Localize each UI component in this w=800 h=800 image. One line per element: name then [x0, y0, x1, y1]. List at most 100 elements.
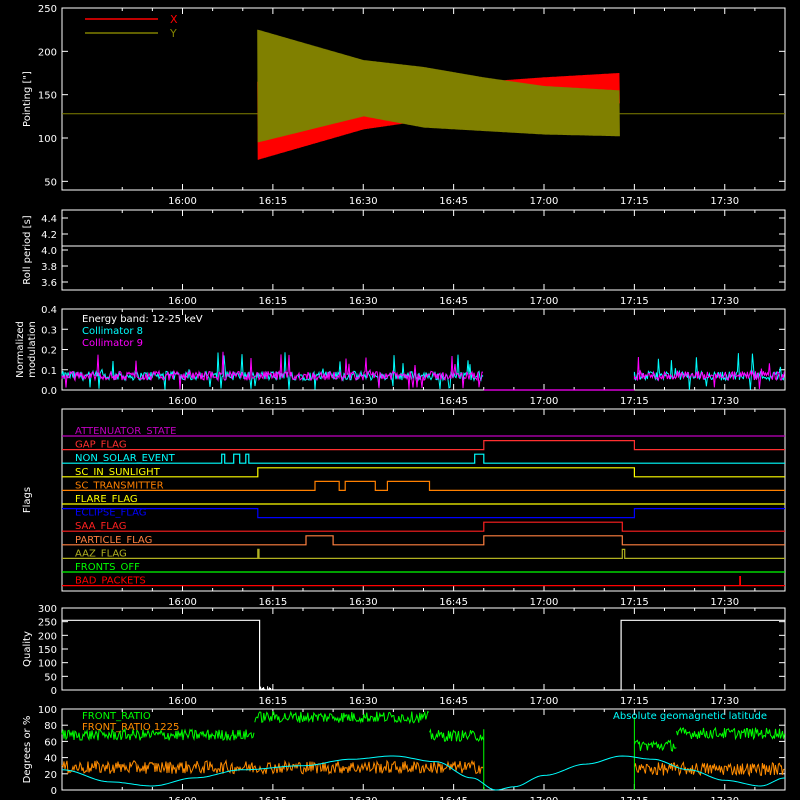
time-tick-label: 16:45 [439, 396, 468, 407]
y-tick-label: 4.4 [41, 214, 57, 225]
quality-spikes [259, 686, 274, 690]
time-tick-label: 17:00 [530, 196, 559, 207]
time-tick-label: 16:45 [439, 796, 468, 800]
time-tick-label: 16:15 [258, 696, 287, 707]
y-axis-label-line2: modulation [27, 321, 38, 378]
legend-title: Energy band: 12-25 keV [82, 314, 203, 325]
flag-label: BAD_PACKETS [75, 576, 146, 587]
series-collimator-9 [61, 351, 785, 390]
time-tick-label: 17:00 [530, 796, 559, 800]
y-tick-label: 100 [38, 705, 57, 716]
time-tick-label: 16:30 [349, 296, 378, 307]
time-tick-label: 16:00 [168, 597, 197, 608]
time-tick-label: 17:15 [620, 696, 649, 707]
y-tick-label: 50 [44, 177, 57, 188]
flag-line-saa_flag [62, 521, 785, 532]
y-tick-label: 150 [38, 91, 57, 102]
y-tick-label: 0.2 [41, 346, 57, 357]
y-tick-label: 20 [44, 770, 57, 781]
y-tick-label: 4.2 [41, 230, 57, 241]
time-tick-label: 16:30 [349, 196, 378, 207]
time-tick-label: 16:45 [439, 296, 468, 307]
legend-label: FRONT_RATIO [82, 711, 151, 722]
flag-label: AAZ_FLAG [75, 548, 127, 559]
flag-label: SC_TRANSMITTER [75, 480, 164, 491]
time-tick-label: 16:15 [258, 296, 287, 307]
y-tick-label: 100 [38, 134, 57, 145]
y-tick-label: 250 [38, 4, 57, 15]
time-tick-label: 17:15 [620, 597, 649, 608]
y-tick-label: 4.0 [41, 246, 57, 257]
time-tick-label: 16:00 [168, 396, 197, 407]
quality-line [62, 619, 785, 691]
flag-line-particle_flag [62, 535, 785, 546]
y-tick-label: 3.8 [41, 262, 57, 273]
y-tick-label: 0.1 [41, 366, 57, 377]
time-tick-label: 16:30 [349, 597, 378, 608]
y-axis-label: Pointing ["] [22, 71, 33, 127]
series-geomagnetic-latitude [61, 755, 786, 791]
flag-line-sc_in_sunlight [62, 467, 785, 478]
time-tick-label: 16:00 [168, 296, 197, 307]
y-tick-label: 80 [44, 721, 57, 732]
time-tick-label: 16:30 [349, 396, 378, 407]
time-tick-label: 16:15 [258, 196, 287, 207]
flag-label: NON_SOLAR_EVENT [75, 453, 176, 464]
series-collimator-8 [61, 352, 785, 391]
y-tick-label: 0.3 [41, 325, 57, 336]
y-axis-label: Quality [22, 631, 33, 667]
time-tick-label: 16:15 [258, 396, 287, 407]
time-tick-label: 16:00 [168, 696, 197, 707]
series-front-ratio-1225 [61, 759, 785, 778]
y-axis-label: Degrees or % [22, 716, 33, 784]
time-tick-label: 16:15 [258, 597, 287, 608]
flag-label: ECLIPSE_FLAG [75, 508, 146, 519]
flag-label: GAP_FLAG [75, 440, 127, 451]
y-tick-label: 60 [44, 737, 57, 748]
flag-label: SC_IN_SUNLIGHT [75, 467, 161, 478]
y-axis-label: Flags [22, 487, 33, 513]
flag-line-gap_flag [62, 440, 785, 451]
time-tick-label: 17:30 [710, 396, 739, 407]
time-tick-label: 17:00 [530, 696, 559, 707]
y-tick-label: 300 [38, 604, 57, 615]
time-tick-label: 16:15 [258, 796, 287, 800]
series-y [257, 29, 620, 143]
panel-roll-period: 16:00 16:15 16:30 16:45 17:00 17:15 17:30 3.6 3.… [22, 209, 786, 307]
y-tick-label: 3.6 [41, 278, 57, 289]
time-tick-label: 16:45 [439, 696, 468, 707]
panel-modulation: 16:00 16:15 16:30 16:45 17:00 17:15 17:30 0.0 0.… [15, 305, 786, 407]
flag-line-aaz_flag [62, 548, 785, 559]
time-tick-label: 16:30 [349, 796, 378, 800]
flag-line-bad_packets [62, 576, 785, 587]
y-tick-label: 200 [38, 47, 57, 58]
y-tick-label: 0.0 [41, 386, 57, 397]
y-tick-label: 50 [44, 672, 57, 683]
flag-label: FRONTS_OFF [75, 562, 140, 573]
time-tick-label: 17:15 [620, 796, 649, 800]
y-tick-label: 150 [38, 645, 57, 656]
y-tick-label: 100 [38, 659, 57, 670]
series-front-ratio [61, 710, 785, 752]
time-tick-label: 17:00 [530, 296, 559, 307]
time-tick-label: 17:30 [710, 696, 739, 707]
legend-label: FRONT_RATIO 1225 [82, 722, 179, 733]
y-tick-label: 200 [38, 631, 57, 642]
flag-label: SAA_FLAG [75, 521, 126, 532]
time-tick-label: 16:00 [168, 796, 197, 800]
legend-label-y: Y [169, 27, 177, 40]
y-axis-label: Roll period [s] [22, 215, 33, 284]
flag-line-sc_transmitter [62, 480, 785, 491]
time-tick-label: 17:00 [530, 597, 559, 608]
time-tick-label: 17:30 [710, 296, 739, 307]
flag-line-eclipse_flag [62, 508, 785, 519]
y-tick-label: 0.4 [41, 305, 57, 316]
time-tick-label: 16:00 [168, 196, 197, 207]
panel-quality: 16:00 16:15 16:30 16:45 17:00 17:15 17:30 0 50 10… [22, 604, 786, 707]
time-tick-label: 17:00 [530, 396, 559, 407]
time-tick-label: 17:15 [620, 296, 649, 307]
y-tick-label: 40 [44, 754, 57, 765]
y-tick-label: 0 [51, 686, 57, 697]
panel-ratios: 16:00 16:15 16:30 16:45 17:00 17:15 17:30 0 20 40… [22, 705, 786, 800]
